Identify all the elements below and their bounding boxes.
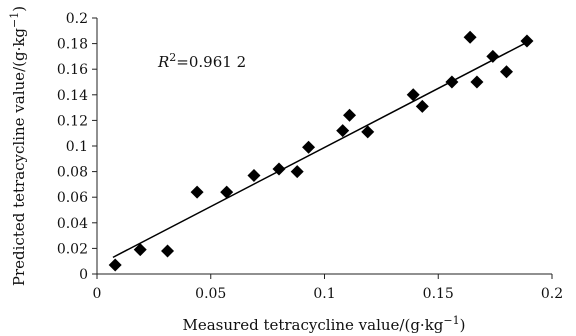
y-ticks: 0 0.02 0.04 0.06 0.08 0.1 0.12 0.14 0.16 0.18 0.2 [57,11,97,283]
y-tick-label: 0.12 [57,113,88,129]
y-tick-label: 0.18 [57,37,88,53]
data-point [343,108,357,122]
data-points [108,30,534,272]
y-tick-label: 0.02 [57,241,88,257]
x-tick-label: 0.05 [195,286,226,302]
data-point [133,243,147,257]
y-axis-label-suffix: ) [10,6,28,12]
y-tick-label: 0.14 [57,88,88,104]
x-tick-label: 0.2 [541,286,563,302]
data-point [220,185,234,199]
r-squared-annotation: R2=0.961 2 [157,51,246,71]
x-tick-label: 0.15 [423,286,454,302]
trendline [112,41,528,259]
r-superscript: 2 [169,51,176,64]
data-point [445,75,459,89]
x-axis-label-suffix: ) [460,316,466,334]
data-point [161,244,175,258]
data-point [247,168,261,182]
data-point [520,34,534,48]
x-axis-label-text: Measured tetracycline value/(g·kg [183,316,444,334]
data-point [302,140,316,154]
y-tick-label: 0 [79,267,88,283]
data-point [470,75,484,89]
data-point [336,124,350,138]
r-symbol: R [157,53,169,71]
trendline-group [112,41,528,259]
data-point [463,30,477,44]
y-tick-label: 0.1 [66,139,88,155]
r-squared-value: =0.961 2 [176,53,246,71]
data-point [108,258,122,272]
x-axis-label: Measured tetracycline value/(g·kg−1) [183,314,466,334]
data-point [361,125,375,139]
x-ticks: 0 0.05 0.1 0.15 0.2 [93,274,563,302]
y-axis-label-text: Predicted tetracycline value/(g·kg [10,28,28,287]
data-point [190,185,204,199]
y-axis-label: Predicted tetracycline value/(g·kg−1) [8,6,28,286]
y-tick-label: 0.2 [66,11,88,27]
data-point [500,65,513,79]
data-point [272,162,286,176]
y-tick-label: 0.06 [57,190,88,206]
data-point [486,49,500,63]
data-point [415,99,429,113]
y-tick-label: 0.04 [57,216,88,232]
y-tick-label: 0.16 [57,62,88,78]
x-tick-label: 0.1 [313,286,335,302]
x-axis-label-sup: −1 [443,314,459,327]
y-axis-label-sup: −1 [8,12,21,28]
y-tick-label: 0.08 [57,165,88,181]
data-point [290,165,304,179]
x-tick-label: 0 [93,286,102,302]
data-point [406,88,420,102]
